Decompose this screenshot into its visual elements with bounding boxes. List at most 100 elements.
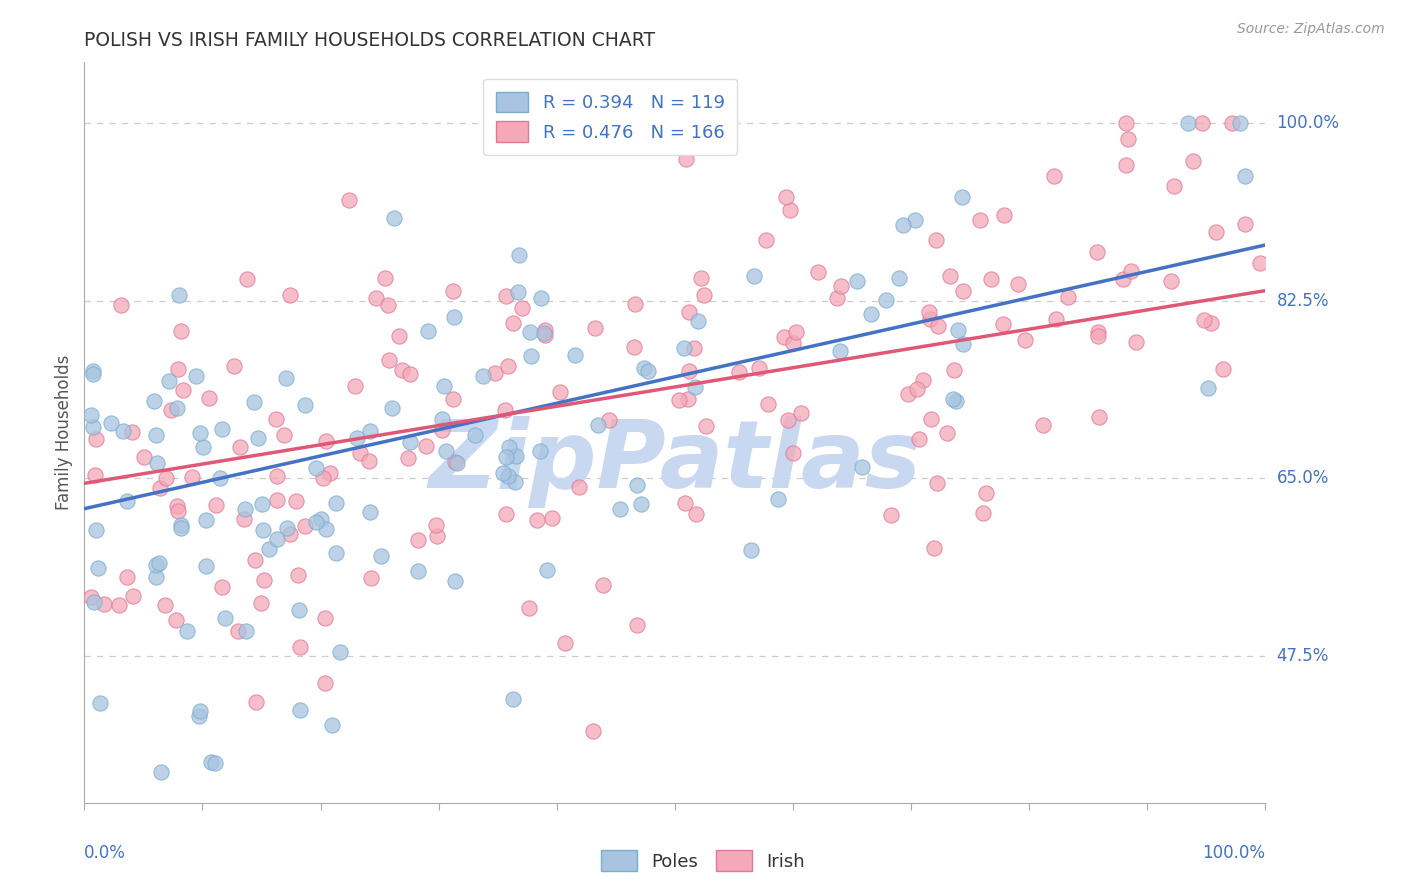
Point (278, 526, 301, 541)
Point (637, 364, 659, 378)
Point (243, 394, 266, 409)
Point (1042, 169, 1064, 183)
Point (942, 392, 965, 406)
Point (211, 580, 233, 594)
Point (1087, 325, 1109, 339)
Point (245, 695, 267, 709)
Point (534, 328, 557, 343)
Point (441, 284, 464, 298)
Point (897, 387, 920, 401)
Point (891, 218, 914, 232)
Y-axis label: Family Households: Family Households (55, 355, 73, 510)
Point (1199, 316, 1222, 330)
Point (257, 542, 280, 557)
Text: 47.5%: 47.5% (1277, 647, 1329, 665)
Point (1177, 116, 1199, 130)
Point (1087, 244, 1109, 259)
Point (495, 288, 517, 302)
Point (329, 645, 352, 659)
Point (318, 466, 340, 480)
Point (541, 511, 564, 525)
Point (1125, 335, 1147, 350)
Text: Source: ZipAtlas.com: Source: ZipAtlas.com (1237, 22, 1385, 37)
Point (382, 211, 405, 226)
Point (564, 348, 586, 362)
Point (912, 373, 935, 387)
Point (115, 569, 138, 583)
Point (110, 298, 132, 312)
Point (266, 493, 288, 508)
Point (166, 503, 188, 517)
Point (235, 624, 257, 638)
Point (583, 321, 606, 335)
Point (187, 709, 209, 723)
Point (398, 450, 420, 465)
Point (517, 600, 540, 615)
Point (1212, 362, 1234, 376)
Point (633, 361, 655, 376)
Point (502, 692, 524, 706)
Point (377, 297, 399, 311)
Point (149, 481, 172, 495)
Point (172, 383, 194, 397)
Point (149, 764, 172, 779)
Point (623, 297, 645, 311)
Point (430, 424, 453, 438)
Point (938, 269, 960, 284)
Point (157, 374, 180, 388)
Point (782, 446, 804, 460)
Point (264, 412, 287, 426)
Point (349, 446, 371, 460)
Point (305, 515, 328, 529)
Point (498, 440, 520, 454)
Point (294, 398, 316, 412)
Point (374, 271, 396, 285)
Point (170, 517, 193, 532)
Point (950, 190, 973, 204)
Point (165, 613, 187, 627)
Point (167, 287, 190, 301)
Point (626, 478, 648, 492)
Point (592, 578, 614, 592)
Point (756, 397, 779, 411)
Point (922, 541, 945, 556)
Point (506, 285, 529, 299)
Point (194, 513, 217, 527)
Text: 0.0%: 0.0% (84, 844, 127, 862)
Point (288, 703, 311, 717)
Point (1115, 116, 1137, 130)
Point (927, 476, 949, 491)
Point (444, 455, 467, 469)
Point (309, 512, 332, 526)
Point (287, 603, 309, 617)
Point (434, 444, 457, 458)
Point (169, 325, 191, 339)
Point (675, 496, 697, 510)
Point (83, 595, 105, 609)
Point (83, 468, 105, 483)
Point (273, 428, 295, 442)
Point (946, 323, 969, 337)
Point (519, 325, 541, 339)
Point (205, 498, 228, 512)
Point (766, 491, 789, 506)
Point (980, 272, 1002, 286)
Point (357, 454, 380, 468)
Point (484, 366, 506, 380)
Point (905, 382, 928, 396)
Point (325, 546, 347, 560)
Point (675, 152, 697, 166)
Point (253, 573, 276, 587)
Point (496, 469, 519, 483)
Point (492, 466, 515, 480)
Point (952, 284, 974, 298)
Point (304, 461, 326, 475)
Text: 82.5%: 82.5% (1277, 292, 1329, 310)
Point (623, 340, 645, 354)
Point (859, 307, 882, 321)
Text: POLISH VS IRISH FAMILY HOUSEHOLDS CORRELATION CHART: POLISH VS IRISH FAMILY HOUSEHOLDS CORREL… (84, 30, 655, 50)
Point (226, 624, 249, 639)
Point (191, 440, 214, 454)
Point (145, 558, 167, 573)
Point (443, 574, 465, 589)
